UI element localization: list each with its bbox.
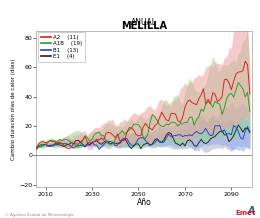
X-axis label: Año: Año (137, 198, 152, 207)
Text: © Agencia Estatal de Meteorología: © Agencia Estatal de Meteorología (5, 213, 74, 217)
Text: ANUAL: ANUAL (131, 18, 157, 27)
Y-axis label: Cambio duración olas de calor (días): Cambio duración olas de calor (días) (11, 58, 16, 160)
Legend: A2    (11), A1B    (19), B1    (13), E1    (4): A2 (11), A1B (19), B1 (13), E1 (4) (38, 32, 85, 62)
Text: Emet: Emet (236, 210, 256, 216)
Title: MELILLA: MELILLA (121, 20, 167, 31)
Text: A: A (247, 206, 255, 216)
